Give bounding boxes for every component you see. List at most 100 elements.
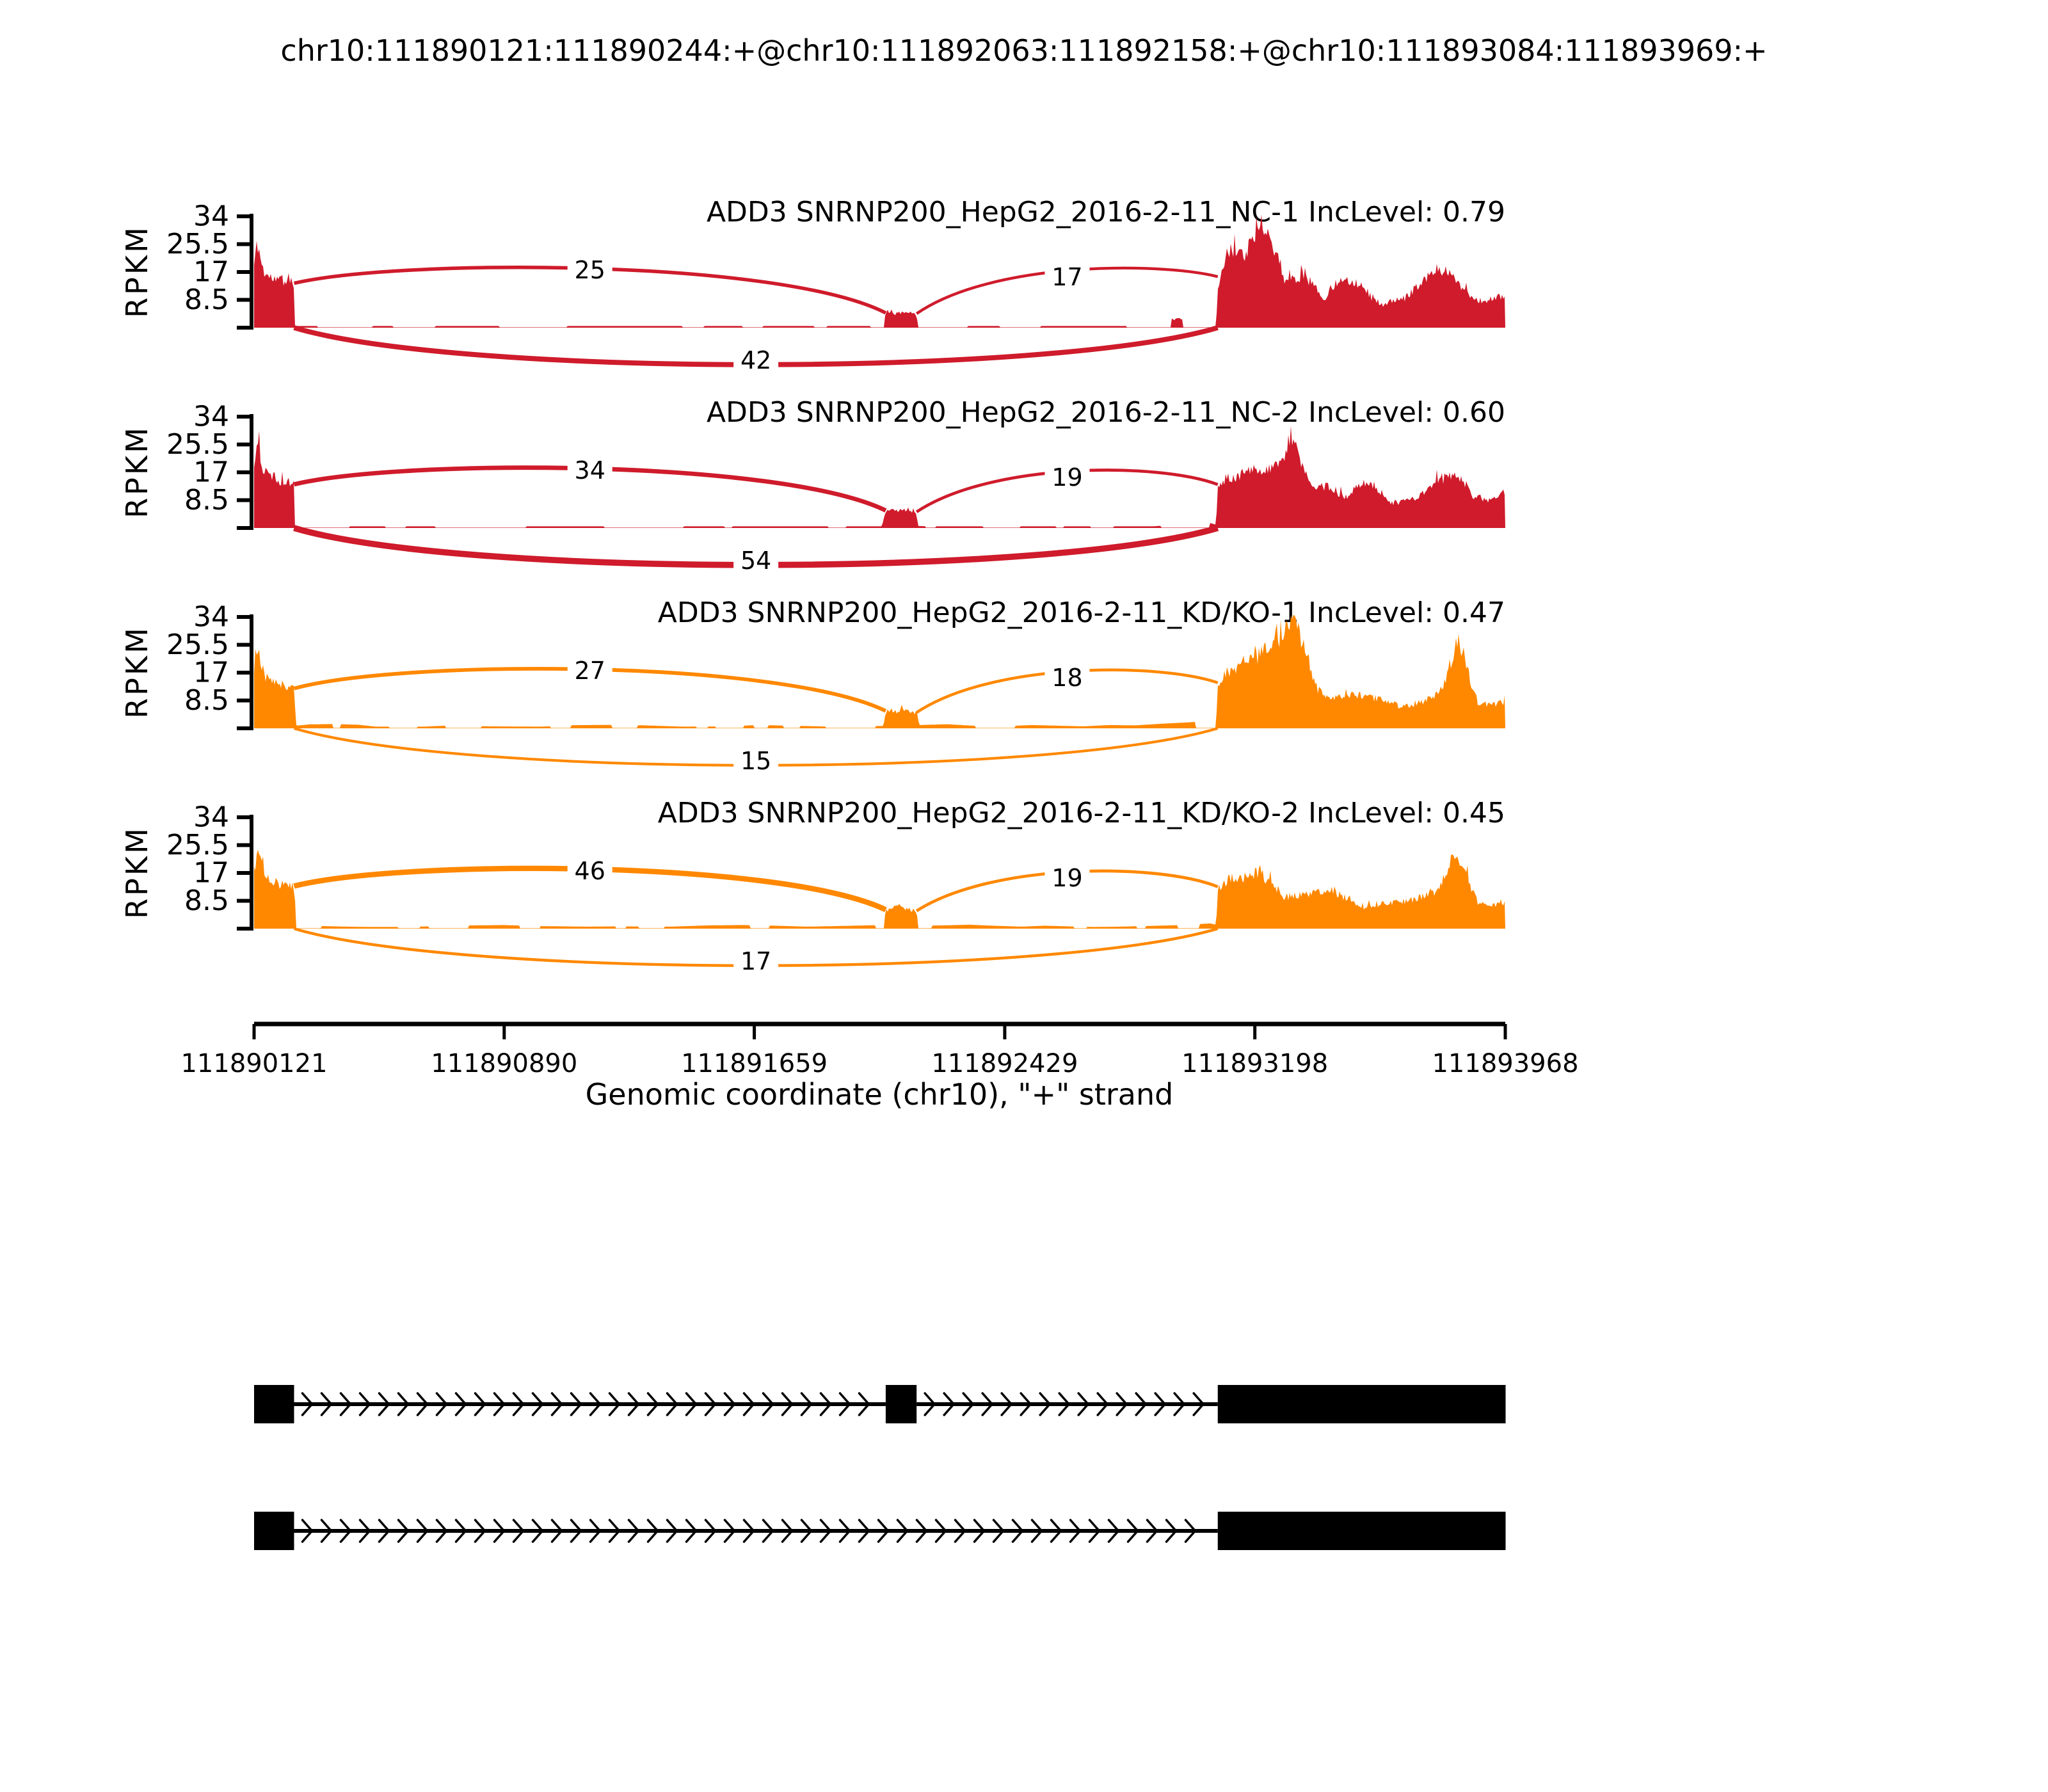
strand-arrow-icon	[627, 1519, 640, 1543]
isoform-row	[254, 1512, 1506, 1550]
strand-arrow-icon	[877, 1519, 890, 1543]
junction-label-gap	[1044, 262, 1090, 292]
strand-arrow-icon	[723, 1392, 736, 1416]
y-tick-label: 17	[193, 456, 229, 488]
strand-arrow-icon	[1126, 1519, 1139, 1543]
strand-arrow-icon	[627, 1392, 640, 1416]
junction-label-gap	[733, 546, 779, 575]
strand-arrow-icon	[1088, 1519, 1101, 1543]
strand-arrow-icon	[1030, 1519, 1043, 1543]
y-tick-label: 25.5	[166, 428, 229, 461]
junction-count-label: 46	[575, 857, 605, 885]
strand-arrow-icon	[435, 1519, 448, 1543]
y-tick-label: 8.5	[184, 484, 229, 516]
strand-arrow-icon	[685, 1519, 698, 1543]
strand-arrow-icon	[1146, 1519, 1158, 1543]
strand-arrow-icon	[570, 1519, 582, 1543]
strand-arrow-icon	[704, 1519, 717, 1543]
strand-arrow-icon	[973, 1519, 986, 1543]
junction-label-gap	[733, 947, 779, 976]
strand-arrow-icon	[358, 1392, 371, 1416]
exon-box	[885, 1385, 917, 1423]
strand-arrow-icon	[1058, 1392, 1071, 1416]
strand-arrow-icon	[838, 1519, 851, 1543]
y-tick-label: 34	[193, 400, 229, 433]
x-axis-title: Genomic coordinate (chr10), "+" strand	[586, 1077, 1174, 1112]
x-tick-label: 111890890	[431, 1049, 577, 1078]
junction-count-label: 17	[1052, 263, 1082, 291]
strand-arrow-icon	[934, 1519, 947, 1543]
strand-arrow-icon	[723, 1519, 736, 1543]
strand-arrow-icon	[493, 1519, 506, 1543]
track-title: ADD3 SNRNP200_HepG2_2016-2-11_KD/KO-2 In…	[658, 797, 1505, 829]
strand-arrow-icon	[378, 1519, 390, 1543]
strand-arrow-icon	[1135, 1392, 1148, 1416]
strand-arrow-icon	[550, 1519, 563, 1543]
junction-count-label: 34	[575, 456, 605, 484]
y-tick-label: 17	[193, 656, 229, 689]
junction-label-gap	[1044, 463, 1090, 492]
strand-arrow-icon	[1165, 1519, 1178, 1543]
strand-arrow-icon	[800, 1519, 813, 1543]
strand-arrow-icon	[1116, 1392, 1128, 1416]
strand-arrow-icon	[781, 1519, 794, 1543]
strand-arrow-icon	[339, 1392, 352, 1416]
junction-label-gap	[1044, 663, 1090, 692]
exon-box	[254, 1385, 294, 1423]
junction-count-label: 18	[1052, 664, 1082, 692]
strand-arrow-icon	[646, 1392, 659, 1416]
y-tick-label: 25.5	[166, 228, 229, 260]
track-title: ADD3 SNRNP200_HepG2_2016-2-11_NC-1 IncLe…	[707, 196, 1505, 228]
strand-arrow-icon	[397, 1519, 410, 1543]
y-axis-label: RPKM	[120, 425, 154, 518]
strand-arrow-icon	[685, 1392, 698, 1416]
y-tick-label: 8.5	[184, 284, 229, 316]
x-axis: 111890121 111890890 111891659 111892429 1118…	[180, 1021, 1579, 1112]
strand-arrow-icon	[416, 1519, 429, 1543]
junction-label-gap	[567, 656, 612, 685]
coverage-area	[254, 214, 1505, 328]
y-tick-label: 34	[193, 200, 229, 232]
strand-arrow-icon	[320, 1519, 333, 1543]
coverage-area	[254, 426, 1505, 528]
strand-arrow-icon	[608, 1519, 621, 1543]
strand-arrow-icon	[416, 1392, 429, 1416]
strand-arrow-icon	[1011, 1519, 1024, 1543]
strand-arrow-icon	[339, 1519, 352, 1543]
x-tick-label: 111892429	[931, 1049, 1078, 1078]
strand-arrow-icon	[666, 1519, 678, 1543]
strand-arrow-icon	[1039, 1392, 1052, 1416]
junction-label-gap	[733, 346, 779, 375]
strand-arrow-icon	[943, 1392, 956, 1416]
strand-arrow-icon	[435, 1392, 448, 1416]
junction-count-label: 25	[575, 256, 605, 284]
strand-arrow-icon	[589, 1392, 602, 1416]
strand-arrow-icon	[608, 1392, 621, 1416]
strand-arrow-icon	[954, 1519, 966, 1543]
strand-arrow-icon	[992, 1519, 1005, 1543]
figure-title: chr10:111890121:111890244:+@chr10:111892…	[280, 33, 1767, 68]
strand-arrow-icon	[512, 1519, 525, 1543]
strand-arrow-icon	[320, 1392, 333, 1416]
y-axis-label: RPKM	[120, 225, 154, 318]
junction-count-label: 19	[1052, 864, 1082, 892]
junction-label-gap	[1044, 863, 1090, 893]
y-tick-label: 8.5	[184, 684, 229, 717]
strand-arrow-icon	[742, 1392, 755, 1416]
junction-count-label: 54	[740, 547, 771, 575]
strand-arrow-icon	[838, 1392, 851, 1416]
x-tick-label: 111891659	[681, 1049, 828, 1078]
strand-arrow-icon	[1050, 1519, 1062, 1543]
x-tick-label: 111893198	[1181, 1049, 1328, 1078]
y-tick-label: 25.5	[166, 829, 229, 861]
strand-arrow-icon	[301, 1519, 314, 1543]
strand-arrow-icon	[819, 1519, 832, 1543]
strand-arrow-icon	[819, 1392, 832, 1416]
strand-arrow-icon	[493, 1392, 506, 1416]
junction-count-label: 42	[740, 346, 771, 374]
strand-arrow-icon	[531, 1392, 544, 1416]
y-tick-label: 34	[193, 801, 229, 833]
strand-arrow-icon	[981, 1392, 994, 1416]
